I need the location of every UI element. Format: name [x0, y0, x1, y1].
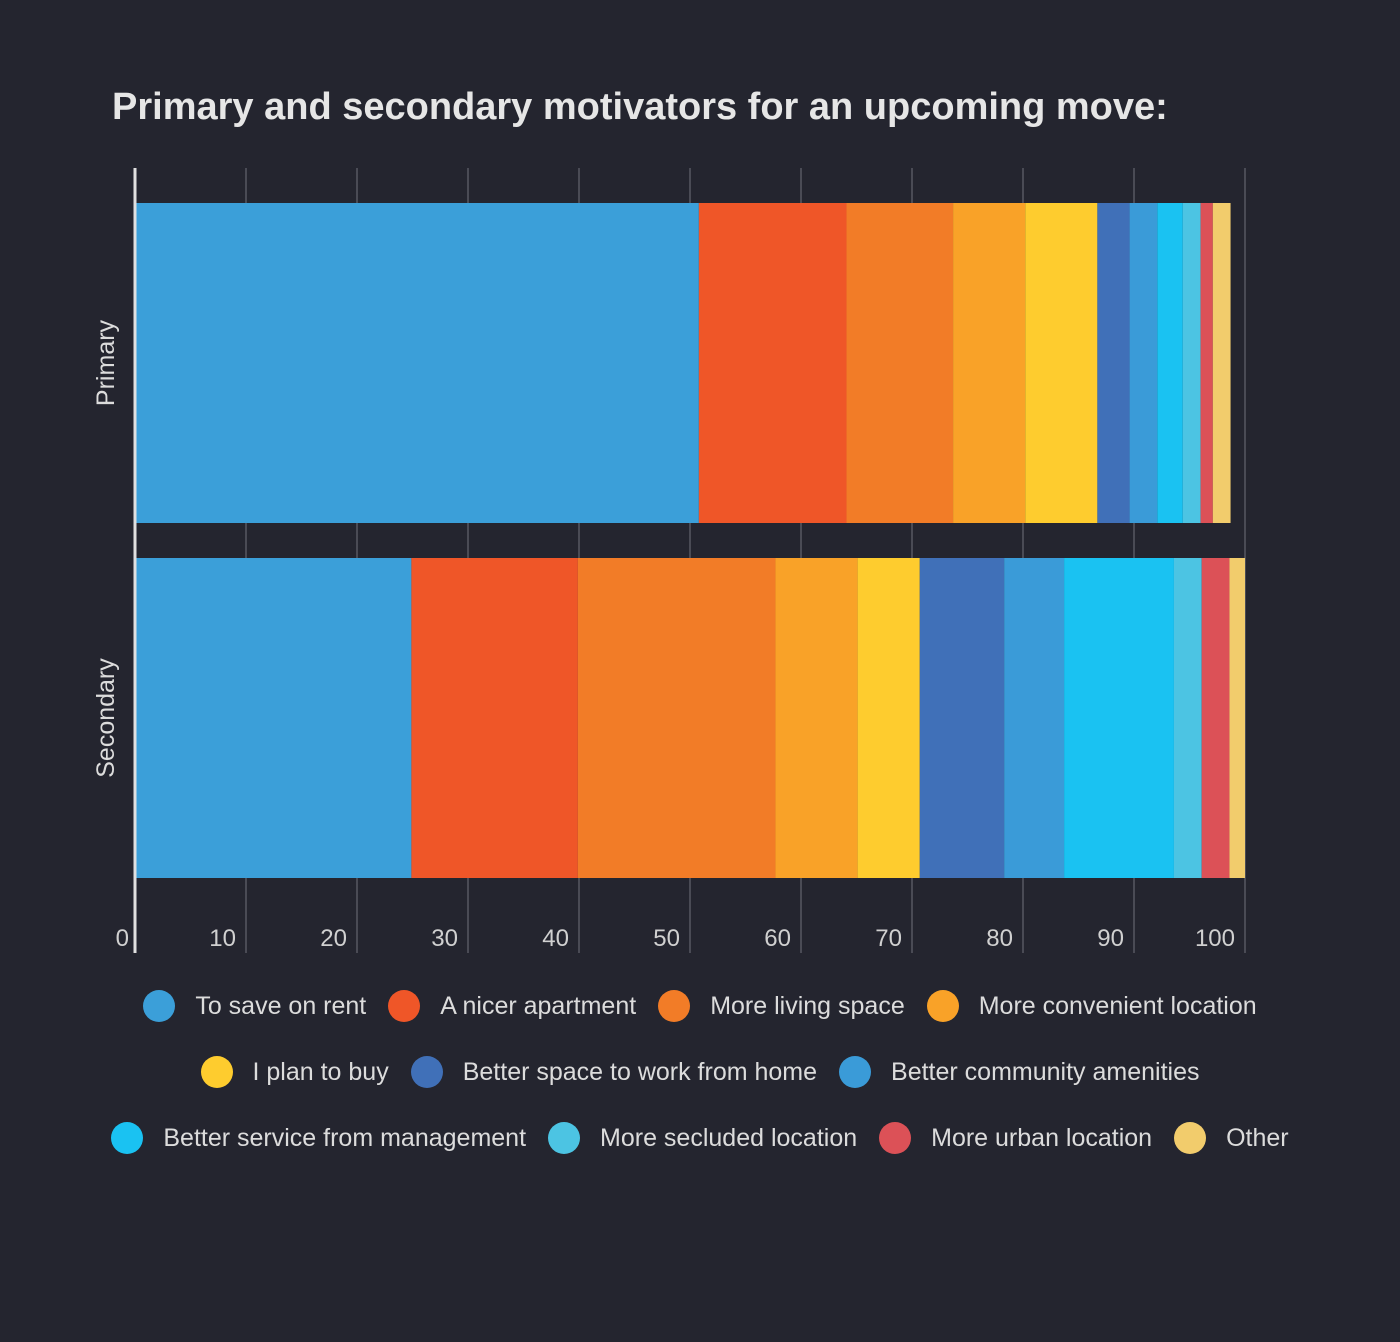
legend-item: Better community amenities — [839, 1054, 1199, 1090]
x-tick-label: 50 — [653, 925, 680, 952]
legend-swatch — [143, 990, 176, 1022]
bar-segment — [1229, 558, 1245, 878]
legend-label: Better community amenities — [891, 1057, 1200, 1086]
legend-swatch — [879, 1122, 912, 1154]
bar-segment — [953, 203, 1026, 523]
legend-label: Better space to work from home — [462, 1057, 818, 1086]
bar-segment — [919, 558, 1005, 878]
bar-segment — [577, 558, 776, 878]
legend-swatch — [410, 1056, 443, 1088]
bar-segment — [698, 203, 847, 523]
legend-label: Other — [1226, 1123, 1289, 1152]
legend-label: A nicer apartment — [440, 991, 637, 1020]
stacked-bar-chart: 0 10 20 30 40 50 60 70 80 90 100 Primary Secondary — [92, 168, 1246, 953]
legend-item: More urban location — [879, 1120, 1152, 1156]
legend-item: A nicer apartment — [388, 988, 636, 1024]
x-tick-label: 40 — [542, 925, 569, 952]
x-tick-label: 10 — [209, 925, 236, 952]
legend-swatch — [839, 1056, 872, 1088]
x-tick-label: 30 — [431, 925, 458, 952]
legend-swatch — [111, 1122, 144, 1154]
legend-label: More convenient location — [978, 991, 1257, 1020]
legend-swatch — [1174, 1122, 1207, 1154]
bar-segment — [1025, 203, 1098, 523]
legend-swatch — [926, 990, 959, 1022]
bar-segment — [135, 558, 412, 878]
legend-swatch — [388, 990, 421, 1022]
legend-label: More secluded location — [600, 1123, 858, 1152]
legend-swatch — [200, 1056, 233, 1088]
bar-segment — [1097, 203, 1130, 523]
x-tick-label: 100 — [1195, 925, 1235, 952]
bar-segment — [857, 558, 920, 878]
bar-segment — [1212, 203, 1231, 523]
legend-item: I plan to buy — [200, 1054, 389, 1090]
legend-item: More living space — [658, 988, 905, 1024]
bar-segment — [1004, 558, 1065, 878]
bar-segment — [135, 203, 699, 523]
y-category-label: Secondary — [92, 658, 120, 778]
bar-segment — [411, 558, 578, 878]
bar-segment — [1064, 558, 1174, 878]
chart-legend: To save on rent A nicer apartment More liv… — [60, 988, 1340, 1156]
legend-item: More secluded location — [548, 1120, 857, 1156]
legend-swatch — [548, 1122, 581, 1154]
legend-item: To save on rent — [143, 988, 366, 1024]
x-tick-label: 70 — [875, 925, 902, 952]
legend-swatch — [658, 990, 691, 1022]
bar-segment — [846, 203, 954, 523]
bar-segment — [1182, 203, 1201, 523]
bar-segment — [1173, 558, 1202, 878]
bar-segment — [775, 558, 858, 878]
x-tick-label: 0 — [116, 925, 129, 952]
legend-label: I plan to buy — [252, 1057, 389, 1086]
legend-label: More living space — [710, 991, 905, 1020]
chart-title: Primary and secondary motivators for an … — [112, 86, 1168, 128]
x-tick-label: 20 — [320, 925, 347, 952]
bar-segment — [1201, 558, 1230, 878]
legend-item: More convenient location — [926, 988, 1257, 1024]
bar-segment — [1200, 203, 1213, 523]
legend-label: To save on rent — [195, 991, 367, 1020]
x-tick-label: 80 — [986, 925, 1013, 952]
x-tick-label: 90 — [1097, 925, 1124, 952]
legend-label: Better service from management — [163, 1123, 527, 1152]
bar-segment — [1129, 203, 1158, 523]
legend-item: Other — [1174, 1120, 1289, 1156]
legend-label: More urban location — [931, 1123, 1153, 1152]
x-tick-label: 60 — [764, 925, 791, 952]
legend-item: Better service from management — [111, 1120, 526, 1156]
y-category-label: Primary — [92, 319, 120, 406]
legend-item: Better space to work from home — [410, 1054, 818, 1090]
bar-segment — [1157, 203, 1183, 523]
